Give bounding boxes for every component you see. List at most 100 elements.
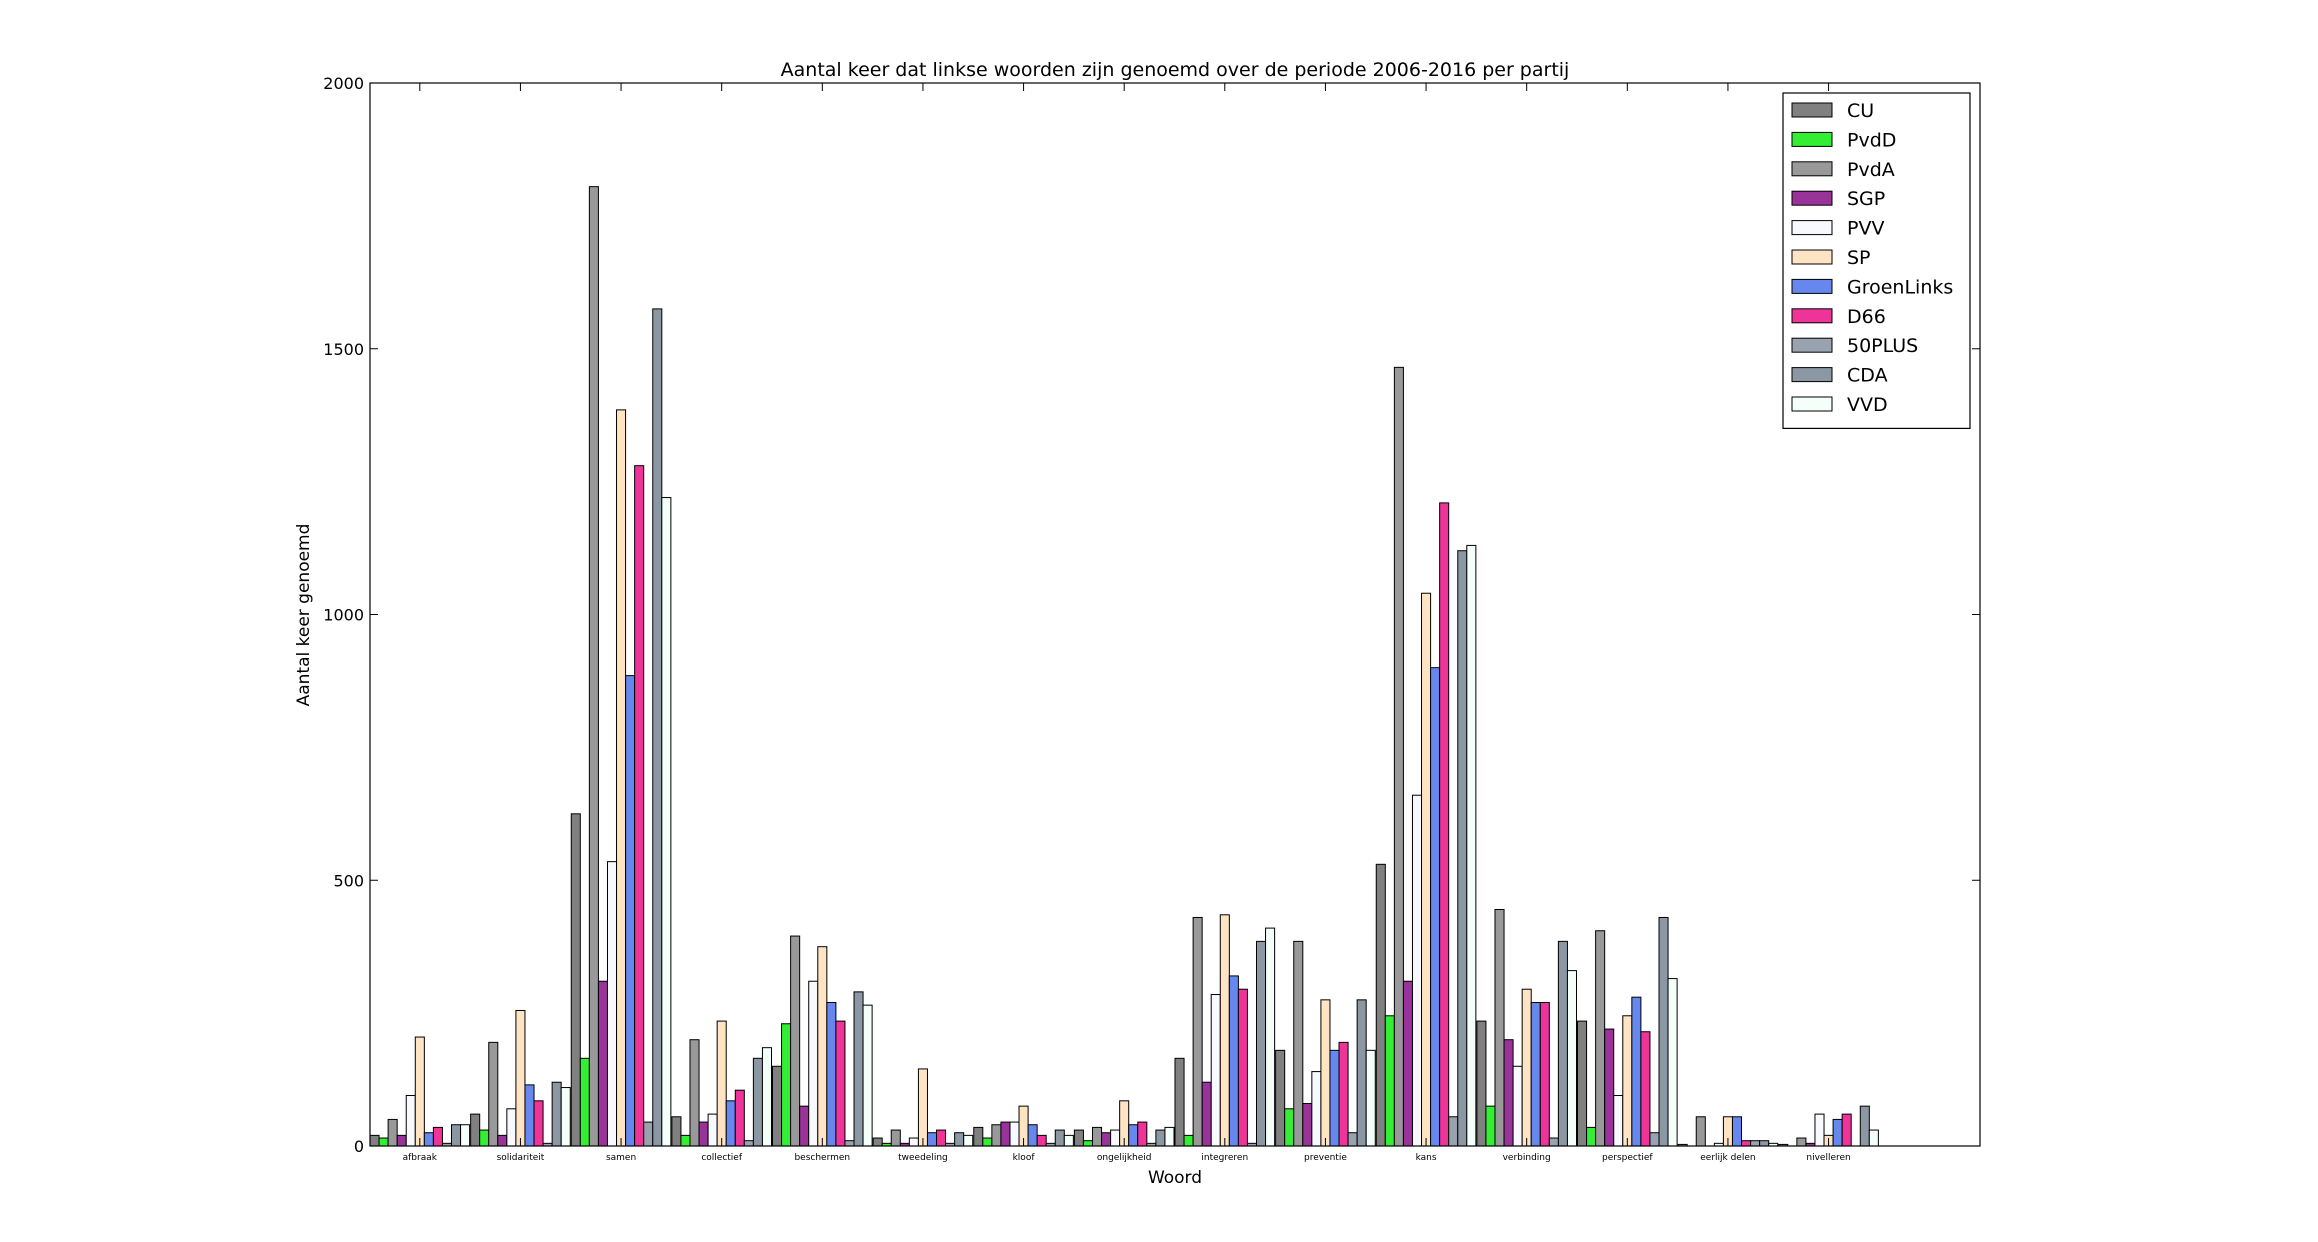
legend-swatch-pvv bbox=[1791, 220, 1833, 236]
bar-50plus-beschermen bbox=[844, 1140, 855, 1147]
bar-pvv-samen bbox=[606, 861, 618, 1147]
bar-sp-perspectief bbox=[1622, 1015, 1633, 1147]
bar-pvda-perspectief bbox=[1595, 930, 1606, 1147]
bar-cu-solidariteit bbox=[470, 1113, 481, 1147]
y-tick-label: 2000 bbox=[323, 74, 364, 93]
x-tick-label-samen: samen bbox=[606, 1153, 636, 1163]
x-tick-label-solidariteit: solidariteit bbox=[497, 1153, 545, 1163]
bar-cu-integreren bbox=[1174, 1057, 1185, 1147]
legend-label-sp: SP bbox=[1847, 247, 1871, 269]
chart-title: Aantal keer dat linkse woorden zijn geno… bbox=[781, 59, 1570, 81]
y-tick-label: 0 bbox=[354, 1137, 364, 1156]
bar-sgp-collectief bbox=[698, 1121, 709, 1147]
y-ticks-group: 0 500 1000 1500 2000 bbox=[323, 74, 1980, 1156]
bar-vvd-solidariteit bbox=[560, 1087, 571, 1147]
bar-cda-eerlijk-delen bbox=[1759, 1140, 1770, 1147]
bar-50plus-eerlijk-delen bbox=[1750, 1140, 1761, 1147]
bar-d66-kans bbox=[1439, 502, 1450, 1147]
legend-label-pvda: PvdA bbox=[1847, 159, 1895, 181]
bar-pvda-integreren bbox=[1192, 916, 1203, 1147]
bar-d66-nivelleren bbox=[1841, 1113, 1852, 1147]
bar-pvda-ongelijkheid bbox=[1091, 1126, 1103, 1147]
bar-sgp-perspectief bbox=[1604, 1028, 1615, 1147]
legend: CU PvdD PvdA SGP PVV SP GroenLinks D66 50PLUS CDA… bbox=[1782, 92, 1971, 429]
bar-groenlinks-afbraak bbox=[423, 1132, 434, 1147]
bars-group bbox=[369, 186, 1879, 1147]
bar-cda-nivelleren bbox=[1859, 1105, 1870, 1147]
bar-sp-preventie bbox=[1320, 999, 1331, 1147]
bar-50plus-samen bbox=[643, 1121, 654, 1147]
bar-vvd-beschermen bbox=[862, 1004, 873, 1147]
bar-cu-tweedeling bbox=[872, 1137, 883, 1147]
bar-d66-collectief bbox=[734, 1089, 745, 1147]
x-tick-label-eerlijk-delen: eerlijk delen bbox=[1700, 1153, 1755, 1163]
x-ticks-group: afbraak solidariteit samen collectief besche… bbox=[403, 83, 1851, 1163]
bar-sp-integreren bbox=[1219, 914, 1230, 1147]
legend-swatch-d66 bbox=[1791, 308, 1833, 324]
bar-vvd-samen bbox=[661, 497, 672, 1147]
bar-groenlinks-samen bbox=[625, 675, 636, 1147]
bar-pvda-nivelleren bbox=[1796, 1137, 1807, 1147]
bar-pvdd-preventie bbox=[1284, 1108, 1295, 1147]
legend-swatch-cu bbox=[1791, 102, 1833, 118]
bar-sp-tweedeling bbox=[917, 1068, 928, 1147]
bar-vvd-tweedeling bbox=[963, 1134, 974, 1147]
bar-groenlinks-ongelijkheid bbox=[1128, 1124, 1139, 1147]
bar-groenlinks-perspectief bbox=[1631, 996, 1642, 1147]
bar-cda-beschermen bbox=[853, 991, 864, 1147]
bar-sp-samen bbox=[616, 409, 627, 1147]
bar-groenlinks-verbinding bbox=[1530, 1002, 1541, 1147]
x-tick-label-integreren: integreren bbox=[1201, 1153, 1248, 1163]
bar-pvda-eerlijk-delen bbox=[1695, 1116, 1706, 1147]
bar-sgp-samen bbox=[597, 980, 608, 1147]
bar-pvv-solidariteit bbox=[506, 1108, 517, 1147]
x-tick-label-nivelleren: nivelleren bbox=[1806, 1153, 1850, 1163]
bar-pvda-solidariteit bbox=[488, 1041, 499, 1147]
bar-vvd-afbraak bbox=[460, 1124, 471, 1147]
bar-groenlinks-collectief bbox=[725, 1100, 736, 1147]
bar-cu-collectief bbox=[671, 1116, 682, 1147]
bar-cda-kloof bbox=[1054, 1129, 1065, 1147]
bar-vvd-collectief bbox=[761, 1047, 773, 1147]
bar-d66-eerlijk-delen bbox=[1741, 1140, 1752, 1147]
bar-pvdd-afbraak bbox=[378, 1137, 389, 1147]
bar-d66-beschermen bbox=[835, 1020, 846, 1147]
bar-pvda-collectief bbox=[689, 1039, 700, 1147]
bar-sgp-afbraak bbox=[396, 1134, 407, 1147]
bar-pvdd-verbinding bbox=[1485, 1105, 1496, 1147]
bar-cda-collectief bbox=[752, 1057, 763, 1147]
legend-swatch-vvd bbox=[1791, 396, 1833, 412]
bar-pvv-integreren bbox=[1210, 994, 1221, 1147]
bar-d66-solidariteit bbox=[533, 1100, 544, 1147]
bar-pvv-collectief bbox=[707, 1113, 718, 1147]
legend-label-50plus: 50PLUS bbox=[1847, 335, 1918, 357]
x-axis-label: Woord bbox=[1148, 1168, 1202, 1188]
bar-50plus-collectief bbox=[743, 1140, 754, 1147]
bar-pvv-ongelijkheid bbox=[1110, 1129, 1121, 1147]
bar-pvv-nivelleren bbox=[1814, 1113, 1825, 1147]
bar-cda-tweedeling bbox=[954, 1132, 965, 1147]
x-tick-label-collectief: collectief bbox=[701, 1153, 743, 1163]
y-tick-label: 500 bbox=[333, 871, 364, 890]
x-tick-label-perspectief: perspectief bbox=[1602, 1153, 1653, 1163]
bar-pvdd-integreren bbox=[1183, 1134, 1194, 1147]
bar-groenlinks-kloof bbox=[1027, 1124, 1038, 1147]
bar-pvv-perspectief bbox=[1613, 1095, 1624, 1147]
bar-groenlinks-integreren bbox=[1228, 975, 1239, 1147]
bar-pvda-samen bbox=[588, 186, 599, 1147]
x-tick-label-kans: kans bbox=[1416, 1153, 1437, 1163]
legend-label-cu: CU bbox=[1847, 100, 1874, 122]
bar-d66-tweedeling bbox=[936, 1129, 947, 1147]
bar-cu-preventie bbox=[1275, 1049, 1286, 1147]
bar-pvv-kloof bbox=[1009, 1121, 1020, 1147]
x-tick-label-preventie: preventie bbox=[1304, 1153, 1347, 1163]
bar-cu-beschermen bbox=[772, 1065, 783, 1147]
bar-cda-ongelijkheid bbox=[1155, 1129, 1166, 1147]
bar-pvdd-solidariteit bbox=[479, 1129, 490, 1147]
bar-vvd-nivelleren bbox=[1868, 1129, 1879, 1147]
bar-pvv-beschermen bbox=[808, 980, 819, 1147]
bar-sp-collectief bbox=[716, 1020, 727, 1147]
legend-label-groenlinks: GroenLinks bbox=[1847, 276, 1953, 298]
bar-pvda-beschermen bbox=[790, 935, 801, 1147]
